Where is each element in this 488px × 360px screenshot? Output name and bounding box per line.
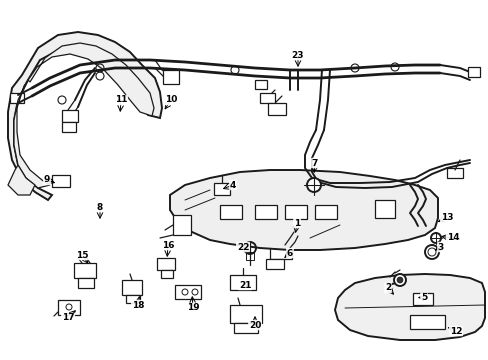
Bar <box>74 263 96 278</box>
Bar <box>78 278 94 288</box>
Bar <box>314 205 336 219</box>
Bar <box>467 67 479 77</box>
Circle shape <box>396 277 402 283</box>
Bar <box>163 70 179 84</box>
Bar <box>229 275 256 290</box>
Bar <box>122 280 142 295</box>
Bar <box>161 270 173 278</box>
Polygon shape <box>8 32 162 200</box>
Bar <box>234 323 258 333</box>
Text: 8: 8 <box>97 202 103 211</box>
Bar <box>446 168 462 178</box>
Text: 16: 16 <box>162 240 174 249</box>
Bar <box>62 110 78 122</box>
Polygon shape <box>14 43 154 188</box>
Bar <box>10 93 24 103</box>
Bar <box>58 300 80 315</box>
Text: 13: 13 <box>440 213 452 222</box>
Text: 7: 7 <box>311 158 318 167</box>
Text: 5: 5 <box>420 293 426 302</box>
Text: 17: 17 <box>61 314 74 323</box>
Text: 9: 9 <box>44 175 50 184</box>
Polygon shape <box>8 165 35 195</box>
Bar <box>175 285 201 299</box>
Bar <box>269 245 291 259</box>
Text: 2: 2 <box>384 284 390 292</box>
Bar <box>267 103 285 115</box>
Text: 4: 4 <box>229 180 236 189</box>
Bar <box>285 205 306 219</box>
Bar <box>214 183 229 195</box>
Text: 11: 11 <box>115 95 127 104</box>
Text: 22: 22 <box>236 243 249 252</box>
Polygon shape <box>334 274 484 340</box>
Bar <box>374 200 394 218</box>
Text: 10: 10 <box>164 95 177 104</box>
Bar <box>126 295 140 303</box>
Text: 15: 15 <box>76 251 88 260</box>
Bar <box>220 205 242 219</box>
Circle shape <box>306 178 320 192</box>
Bar <box>265 259 284 269</box>
Text: 3: 3 <box>437 243 443 252</box>
Text: 19: 19 <box>186 303 199 312</box>
Text: 21: 21 <box>238 280 251 289</box>
Text: 1: 1 <box>293 219 300 228</box>
Circle shape <box>393 274 405 286</box>
Bar <box>254 80 266 89</box>
Bar <box>260 93 274 103</box>
Bar <box>409 315 444 329</box>
Text: 12: 12 <box>449 327 461 336</box>
Bar <box>157 258 175 270</box>
Text: 14: 14 <box>446 234 458 243</box>
Bar <box>52 175 70 187</box>
Text: 23: 23 <box>291 50 304 59</box>
Bar <box>254 205 276 219</box>
Bar <box>245 252 253 260</box>
Bar <box>412 293 432 305</box>
Polygon shape <box>170 170 437 250</box>
Text: 20: 20 <box>248 320 261 329</box>
Bar <box>62 122 76 132</box>
Text: 6: 6 <box>286 248 292 257</box>
Text: 18: 18 <box>131 301 144 310</box>
Bar <box>229 305 262 323</box>
Bar <box>173 215 191 235</box>
